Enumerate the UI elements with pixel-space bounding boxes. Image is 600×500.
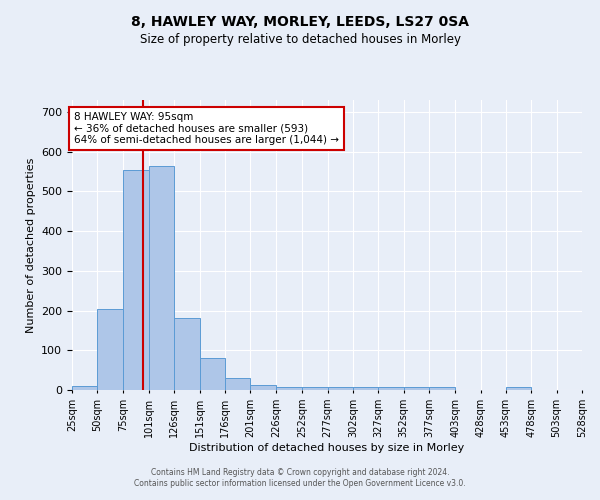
Bar xyxy=(175,318,200,390)
Bar xyxy=(149,166,175,390)
Bar xyxy=(506,387,532,390)
X-axis label: Distribution of detached houses by size in Morley: Distribution of detached houses by size … xyxy=(190,442,464,452)
Bar xyxy=(353,387,378,390)
Bar xyxy=(122,170,149,390)
Bar xyxy=(250,385,276,390)
Bar xyxy=(429,387,455,390)
Bar xyxy=(378,387,404,390)
Bar xyxy=(302,387,328,390)
Bar xyxy=(72,386,97,390)
Text: Contains HM Land Registry data © Crown copyright and database right 2024.
Contai: Contains HM Land Registry data © Crown c… xyxy=(134,468,466,487)
Y-axis label: Number of detached properties: Number of detached properties xyxy=(26,158,35,332)
Bar xyxy=(404,387,429,390)
Bar xyxy=(97,308,122,390)
Bar xyxy=(328,387,353,390)
Bar xyxy=(225,378,250,390)
Text: Size of property relative to detached houses in Morley: Size of property relative to detached ho… xyxy=(139,32,461,46)
Bar xyxy=(200,358,225,390)
Bar xyxy=(276,387,302,390)
Text: 8, HAWLEY WAY, MORLEY, LEEDS, LS27 0SA: 8, HAWLEY WAY, MORLEY, LEEDS, LS27 0SA xyxy=(131,15,469,29)
Text: 8 HAWLEY WAY: 95sqm
← 36% of detached houses are smaller (593)
64% of semi-detac: 8 HAWLEY WAY: 95sqm ← 36% of detached ho… xyxy=(74,112,339,145)
